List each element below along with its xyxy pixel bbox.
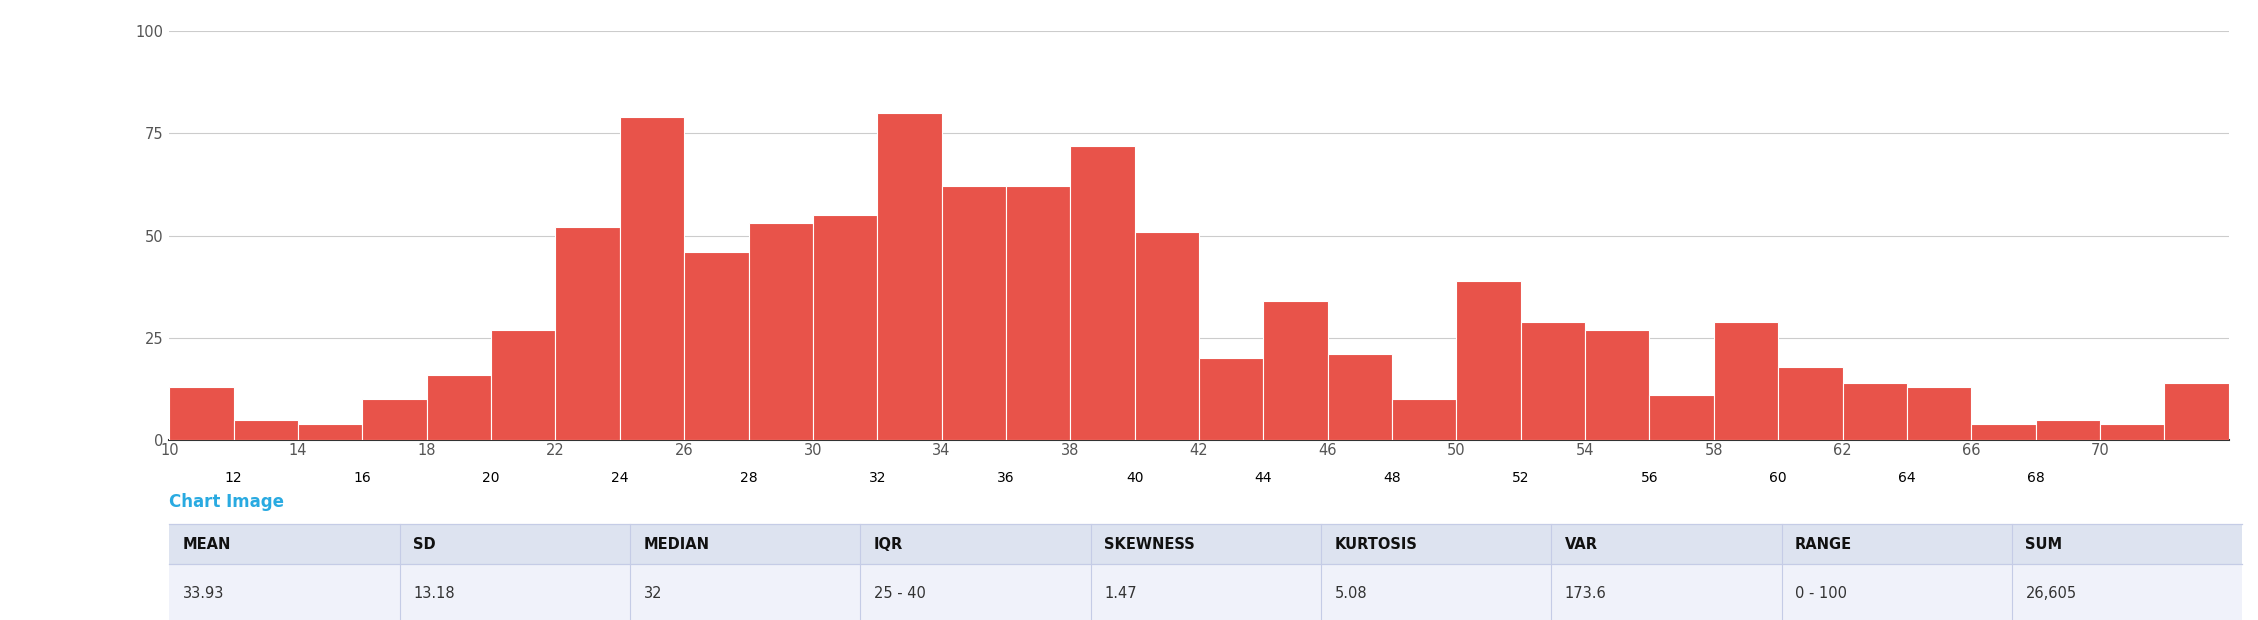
Bar: [555, 228, 619, 440]
Bar: [2100, 424, 2165, 440]
Bar: [1328, 354, 1393, 440]
Text: MEDIAN: MEDIAN: [644, 536, 709, 552]
Bar: [1264, 301, 1328, 440]
Bar: [361, 399, 427, 440]
Bar: [1843, 383, 1908, 440]
Text: 32: 32: [644, 586, 662, 601]
Text: MEAN: MEAN: [183, 536, 230, 552]
Bar: [619, 117, 684, 440]
Bar: [427, 374, 492, 440]
Bar: [1522, 322, 1585, 440]
Bar: [684, 252, 750, 440]
Bar: [1651, 395, 1714, 440]
Bar: [1714, 322, 1779, 440]
Bar: [1456, 281, 1522, 440]
Bar: [298, 424, 364, 440]
Text: 5.08: 5.08: [1334, 586, 1366, 601]
Text: KURTOSIS: KURTOSIS: [1334, 536, 1418, 552]
Text: 0 - 100: 0 - 100: [1795, 586, 1847, 601]
Bar: [1070, 146, 1136, 440]
Text: SD: SD: [413, 536, 436, 552]
Text: 33.93: 33.93: [183, 586, 224, 601]
Bar: [1971, 424, 2037, 440]
Bar: [169, 387, 235, 440]
Bar: [2037, 420, 2100, 440]
Text: SUM: SUM: [2025, 536, 2062, 552]
Bar: [942, 187, 1007, 440]
Bar: [492, 330, 555, 440]
Text: 173.6: 173.6: [1565, 586, 1605, 601]
Bar: [2165, 383, 2229, 440]
Text: 25 - 40: 25 - 40: [874, 586, 926, 601]
Text: 1.47: 1.47: [1104, 586, 1136, 601]
Bar: [1779, 366, 1843, 440]
Text: RANGE: RANGE: [1795, 536, 1852, 552]
Bar: [1199, 358, 1264, 440]
Bar: [750, 223, 813, 440]
Text: IQR: IQR: [874, 536, 903, 552]
Bar: [813, 215, 876, 440]
Bar: [876, 113, 942, 440]
Bar: [235, 420, 298, 440]
Text: SKEWNESS: SKEWNESS: [1104, 536, 1194, 552]
Bar: [1585, 330, 1651, 440]
Text: 13.18: 13.18: [413, 586, 454, 601]
Bar: [1908, 387, 1971, 440]
Bar: [1007, 187, 1070, 440]
Text: VAR: VAR: [1565, 536, 1599, 552]
Text: 26,605: 26,605: [2025, 586, 2077, 601]
Bar: [1393, 399, 1456, 440]
Bar: [1136, 231, 1199, 440]
Text: Chart Image: Chart Image: [169, 493, 285, 511]
